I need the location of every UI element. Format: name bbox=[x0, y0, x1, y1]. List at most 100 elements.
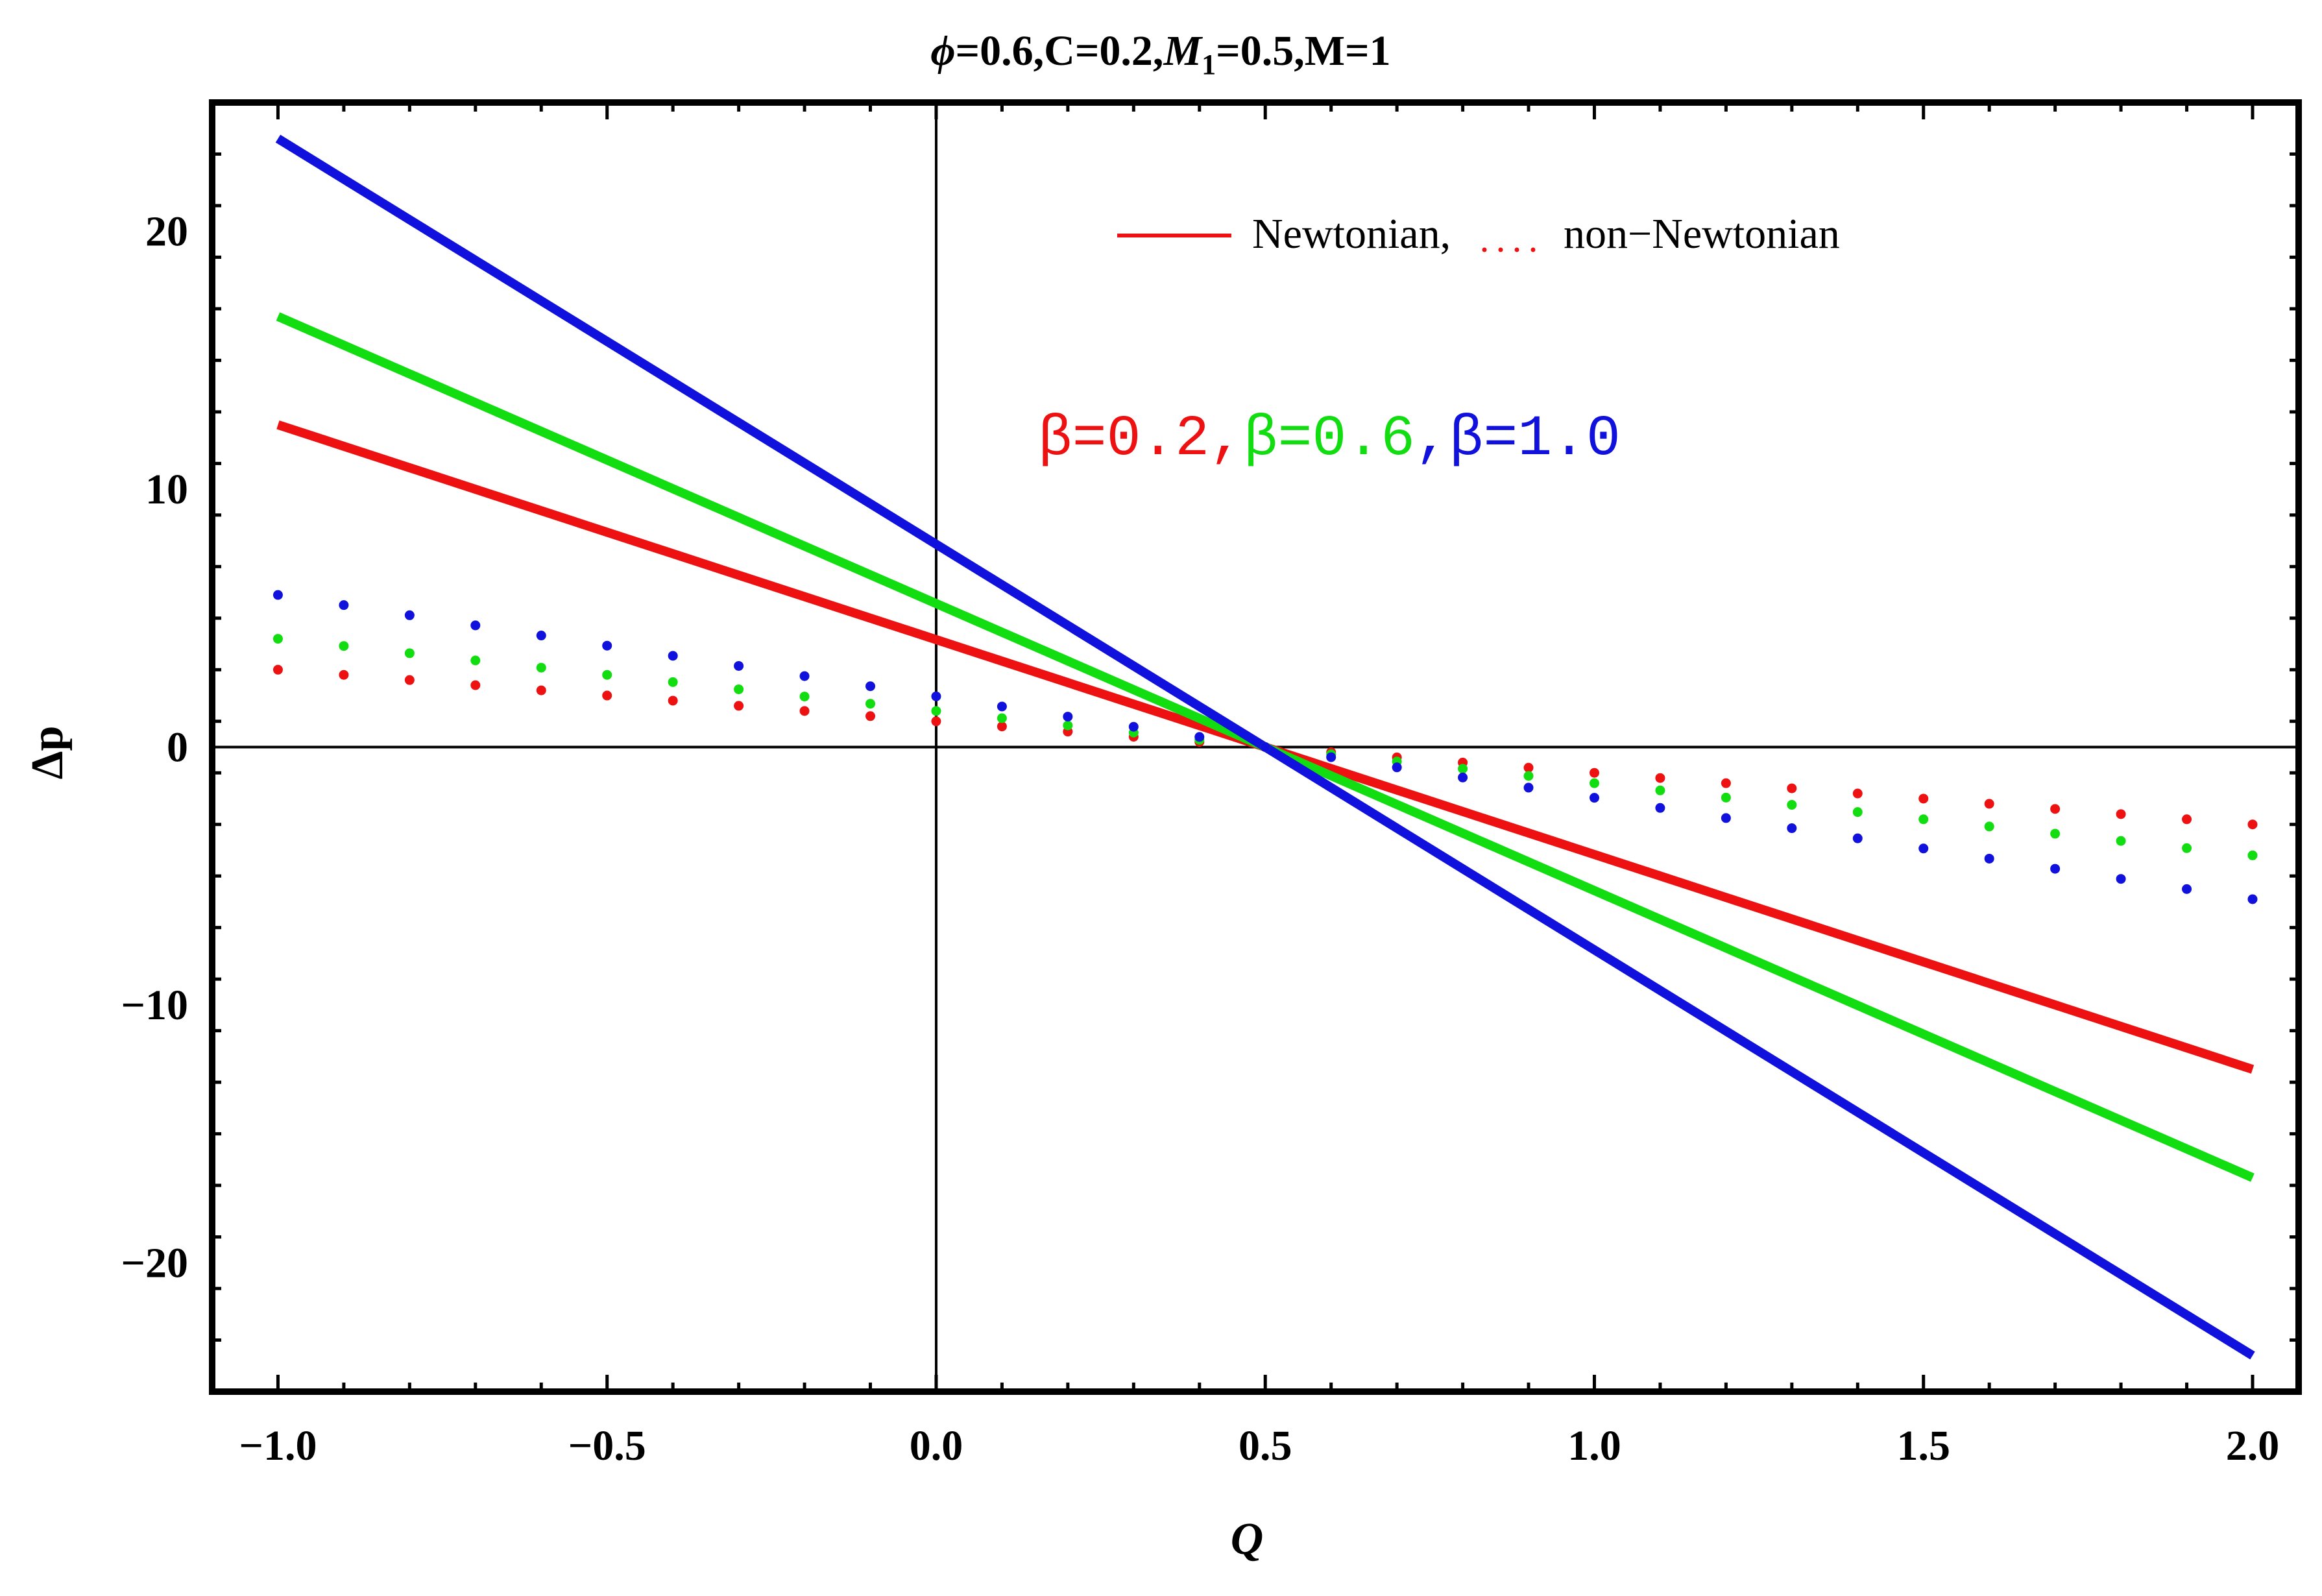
x-tick-label: 1.5 bbox=[1896, 1422, 1950, 1469]
beta-label-4: β=1.0 bbox=[1449, 407, 1621, 472]
series-point bbox=[470, 655, 481, 666]
series-point bbox=[536, 685, 546, 695]
series-point bbox=[1655, 803, 1665, 813]
series-point bbox=[1194, 732, 1205, 742]
series-point bbox=[1787, 800, 1797, 810]
series-point bbox=[1326, 752, 1336, 762]
series-point bbox=[1852, 807, 1863, 817]
series-point bbox=[1063, 720, 1073, 731]
series-point bbox=[668, 651, 678, 661]
y-tick-label: 0 bbox=[167, 724, 188, 771]
tick-labels: −1.0 −0.5 0.0 0.5 1.0 1.5 2.0 −20 −10 0 10 20 bbox=[121, 208, 2279, 1469]
series-point bbox=[931, 716, 941, 727]
series-point bbox=[339, 600, 349, 611]
y-tick-label: 10 bbox=[145, 466, 188, 513]
series-point bbox=[536, 662, 546, 673]
svg-text:ϕ=0.6,C=0.2,M1=0.5,M=1: ϕ=0.6,C=0.2,M1=0.5,M=1 bbox=[930, 27, 1390, 80]
series-point bbox=[602, 690, 612, 701]
tick-marks bbox=[210, 101, 2299, 1394]
series-point bbox=[1852, 833, 1863, 843]
series-point bbox=[404, 648, 415, 659]
series-point bbox=[1655, 785, 1665, 795]
y-tick-label: 20 bbox=[145, 208, 188, 256]
series-point bbox=[602, 640, 612, 651]
beta-label-2: β=0.6 bbox=[1244, 407, 1415, 472]
series-point bbox=[1523, 771, 1534, 781]
series-point bbox=[1260, 742, 1270, 752]
series-point bbox=[1458, 764, 1468, 774]
series-point bbox=[1984, 821, 1994, 832]
svg-text:β=0.2,β=0.6,β=1.0: β=0.2,β=0.6,β=1.0 bbox=[1038, 407, 1621, 472]
series-point bbox=[734, 660, 744, 671]
series-point bbox=[734, 684, 744, 694]
series-point bbox=[272, 664, 283, 675]
series-point bbox=[602, 670, 612, 680]
y-tick-label: −10 bbox=[121, 982, 188, 1029]
series-point bbox=[931, 706, 941, 716]
series-point bbox=[536, 631, 546, 641]
series-point bbox=[1787, 823, 1797, 834]
title-part2: =0.5,M=1 bbox=[1216, 27, 1391, 75]
series-point bbox=[2182, 843, 2192, 853]
series-point bbox=[1655, 773, 1665, 783]
title-subscript: 1 bbox=[1202, 49, 1216, 80]
legend-non-newtonian-label: non−Newtonian bbox=[1564, 210, 1840, 258]
series-point bbox=[865, 681, 876, 692]
series-point bbox=[865, 711, 876, 721]
x-tick-label: 2.0 bbox=[2226, 1422, 2280, 1469]
axis-titles: Q Δp bbox=[23, 726, 1263, 1564]
series-point bbox=[734, 701, 744, 711]
series-point bbox=[1392, 762, 1402, 773]
series-point bbox=[1589, 778, 1599, 788]
series-point bbox=[799, 692, 810, 702]
x-tick-label: 0.0 bbox=[910, 1422, 963, 1469]
series-point bbox=[1984, 799, 1994, 809]
series-5 bbox=[272, 590, 2258, 904]
series-point bbox=[799, 706, 810, 716]
series-point bbox=[2116, 836, 2126, 846]
series-point bbox=[2182, 884, 2192, 894]
series-point bbox=[997, 713, 1007, 723]
x-tick-label: −1.0 bbox=[239, 1422, 317, 1469]
series-point bbox=[1721, 778, 1731, 788]
series-point bbox=[272, 634, 283, 644]
legend: Newtonian, non−Newtonian bbox=[1117, 210, 1840, 258]
x-tick-label: −0.5 bbox=[568, 1422, 646, 1469]
series-point bbox=[339, 641, 349, 651]
x-tick-label: 0.5 bbox=[1239, 1422, 1292, 1469]
series-point bbox=[1523, 782, 1534, 793]
y-tick-label: −20 bbox=[121, 1239, 188, 1287]
series-point bbox=[1852, 788, 1863, 799]
series-point bbox=[272, 590, 283, 600]
series-point bbox=[799, 671, 810, 681]
series-point bbox=[404, 610, 415, 620]
series-point bbox=[865, 699, 876, 709]
series-point bbox=[2182, 814, 2192, 825]
series-point bbox=[931, 691, 941, 701]
series-point bbox=[1458, 772, 1468, 782]
x-tick-label: 1.0 bbox=[1567, 1422, 1621, 1469]
series-point bbox=[1721, 813, 1731, 823]
series-point bbox=[997, 701, 1007, 712]
series-point bbox=[1063, 712, 1073, 722]
beta-annotation: β=0.2,β=0.6,β=1.0 bbox=[1038, 407, 1621, 472]
series-point bbox=[1918, 814, 1929, 825]
series-point bbox=[1787, 783, 1797, 793]
title-part1: =0.6,C=0.2, bbox=[956, 27, 1164, 75]
series-point bbox=[339, 670, 349, 680]
title-phi: ϕ bbox=[930, 27, 955, 75]
series-point bbox=[404, 675, 415, 685]
series-point bbox=[668, 695, 678, 706]
series-point bbox=[2116, 809, 2126, 819]
series-point bbox=[2050, 804, 2061, 814]
series-point bbox=[1128, 721, 1139, 732]
series-point bbox=[2050, 864, 2061, 874]
series-point bbox=[1589, 793, 1599, 803]
x-axis-title: Q bbox=[1231, 1514, 1264, 1564]
series-point bbox=[2247, 850, 2258, 860]
legend-newtonian-label: Newtonian, bbox=[1252, 210, 1451, 258]
chart-title: ϕ=0.6,C=0.2,M1=0.5,M=1 bbox=[930, 27, 1390, 80]
title-m: M bbox=[1163, 27, 1203, 75]
beta-label-3: , bbox=[1415, 407, 1449, 472]
